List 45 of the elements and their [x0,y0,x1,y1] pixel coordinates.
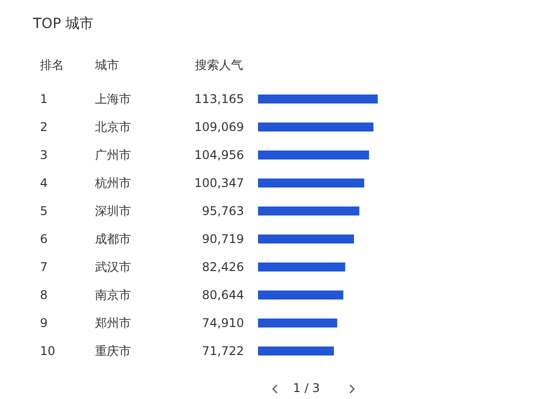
data-label: 71,722 [202,344,244,358]
data-label: 104,956 [194,148,244,162]
data-label: 80,644 [202,288,244,302]
bar [258,150,370,160]
data-label: 95,763 [202,204,244,218]
text: 4 [40,176,48,190]
bar [258,206,360,216]
data-label: 109,069 [194,120,244,134]
bar [258,234,354,244]
y-tick-label: 重庆市 [95,344,131,358]
bar [258,346,334,356]
y-tick-label: 广州市 [95,148,131,162]
text: 排名 [40,58,64,72]
bar [258,262,346,272]
y-tick-label: 武汉市 [95,260,131,274]
text: TOP 城市 [32,16,94,32]
data-label: 82,426 [202,260,244,274]
bar [258,178,364,188]
text: 9 [40,316,48,330]
y-tick-label: 北京市 [95,120,131,134]
text: 2 [40,120,48,134]
y-tick-label: 成都市 [95,232,131,246]
y-tick-label: 上海市 [95,92,131,106]
text: 8 [40,288,48,302]
data-label: 90,719 [202,232,244,246]
text: 6 [40,232,48,246]
text: 搜索人气 [195,58,243,72]
text: 城市 [94,58,119,72]
y-tick-label: 郑州市 [95,316,131,330]
text: 7 [40,260,48,274]
data-label: 74,910 [202,316,244,330]
bar [258,122,374,132]
text: 1 [40,92,48,106]
text: 1 / 3 [293,381,320,395]
text: 5 [40,204,48,218]
text: 10 [40,344,56,358]
data-label: 100,347 [194,176,244,190]
y-tick-label: 杭州市 [94,176,131,190]
data-label: 113,165 [194,92,244,106]
y-tick-label: 南京市 [95,288,131,302]
text: 3 [40,148,48,162]
bar [258,290,344,300]
y-tick-label: 深圳市 [95,204,131,218]
bar [258,94,378,104]
bar [258,318,338,328]
